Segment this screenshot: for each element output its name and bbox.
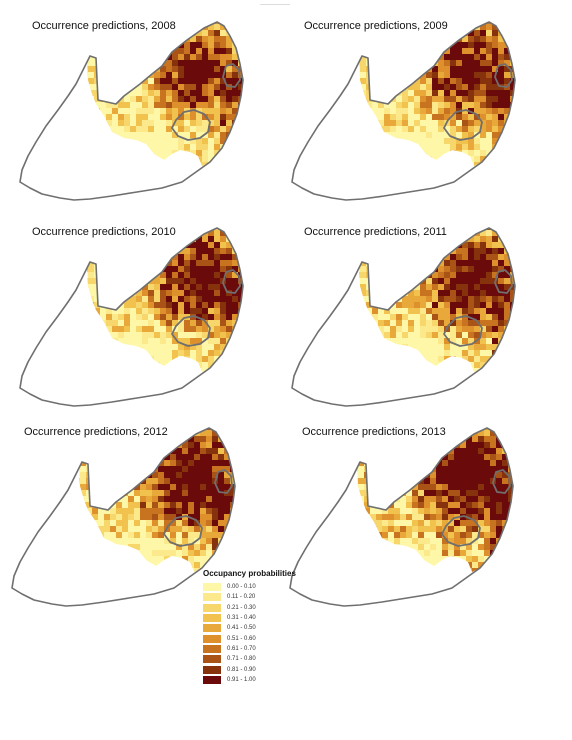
country-outline bbox=[291, 227, 516, 407]
legend-swatch bbox=[203, 675, 221, 684]
legend-item: 0.11 - 0.20 bbox=[203, 592, 343, 602]
legend-label: 0.11 - 0.20 bbox=[227, 594, 256, 601]
legend-swatch bbox=[203, 624, 221, 633]
map-canvas bbox=[291, 227, 516, 407]
eswatini-outline bbox=[214, 469, 233, 494]
map-panel-2010: Occurrence predictions, 2010 bbox=[12, 210, 280, 410]
panel-title: Occurrence predictions, 2008 bbox=[32, 20, 176, 32]
panel-title: Occurrence predictions, 2012 bbox=[24, 426, 168, 438]
eswatini-outline bbox=[222, 63, 241, 88]
panel-title: Occurrence predictions, 2010 bbox=[32, 226, 176, 238]
country-outline bbox=[19, 227, 244, 407]
legend-item: 0.41 - 0.50 bbox=[203, 623, 343, 633]
map-panel-2011: Occurrence predictions, 2011 bbox=[284, 210, 552, 410]
map-panel-2009: Occurrence predictions, 2009 bbox=[284, 4, 552, 204]
legend-swatch bbox=[203, 655, 221, 664]
legend-item: 0.91 - 1.00 bbox=[203, 675, 343, 685]
lesotho-outline bbox=[163, 515, 203, 547]
panel-title: Occurrence predictions, 2009 bbox=[304, 20, 448, 32]
eswatini-outline bbox=[222, 269, 241, 294]
legend-swatch bbox=[203, 583, 221, 592]
legend-swatch bbox=[203, 665, 221, 674]
legend-swatch bbox=[203, 593, 221, 602]
legend-item: 0.81 - 0.90 bbox=[203, 664, 343, 674]
map-panel-2013: Occurrence predictions, 2013 bbox=[282, 410, 550, 610]
panel-title: Occurrence predictions, 2013 bbox=[302, 426, 446, 438]
legend-swatch bbox=[203, 614, 221, 623]
legend-item: 0.61 - 0.70 bbox=[203, 644, 343, 654]
map-panel-2008: Occurrence predictions, 2008 bbox=[12, 4, 280, 204]
legend-item: 0.21 - 0.30 bbox=[203, 603, 343, 613]
country-outline bbox=[19, 21, 244, 201]
legend-label: 0.71 - 0.80 bbox=[227, 656, 256, 663]
legend-label: 0.81 - 0.90 bbox=[227, 666, 256, 673]
country-outline bbox=[289, 427, 514, 607]
country-outline bbox=[291, 21, 516, 201]
lesotho-outline bbox=[171, 315, 211, 347]
lesotho-outline bbox=[441, 515, 481, 547]
legend-item: 0.71 - 0.80 bbox=[203, 654, 343, 664]
legend-item: 0.00 - 0.10 bbox=[203, 582, 343, 592]
legend-title: Occupancy probabilities bbox=[203, 569, 296, 578]
legend-label: 0.91 - 1.00 bbox=[227, 676, 256, 683]
eswatini-outline bbox=[494, 269, 513, 294]
legend-swatch bbox=[203, 603, 221, 612]
lesotho-outline bbox=[171, 109, 211, 141]
legend-swatch bbox=[203, 644, 221, 653]
legend-item: 0.51 - 0.60 bbox=[203, 633, 343, 643]
occupancy-legend: Occupancy probabilities 0.00 - 0.10 0.11 … bbox=[203, 569, 343, 685]
map-canvas bbox=[19, 21, 244, 201]
legend-item: 0.31 - 0.40 bbox=[203, 613, 343, 623]
legend-label: 0.31 - 0.40 bbox=[227, 615, 256, 622]
map-panel-2012: Occurrence predictions, 2012 bbox=[4, 410, 272, 610]
map-canvas bbox=[291, 21, 516, 201]
legend-label: 0.61 - 0.70 bbox=[227, 645, 256, 652]
legend-label: 0.41 - 0.50 bbox=[227, 625, 256, 632]
legend-label: 0.51 - 0.60 bbox=[227, 635, 256, 642]
panel-title: Occurrence predictions, 2011 bbox=[304, 226, 447, 238]
eswatini-outline bbox=[492, 469, 511, 494]
page-header-mark bbox=[260, 0, 290, 5]
lesotho-outline bbox=[443, 109, 483, 141]
eswatini-outline bbox=[494, 63, 513, 88]
country-outline bbox=[11, 427, 236, 607]
map-canvas bbox=[19, 227, 244, 407]
legend-swatch bbox=[203, 634, 221, 643]
legend-label: 0.21 - 0.30 bbox=[227, 604, 256, 611]
map-canvas bbox=[289, 427, 514, 607]
legend-items: 0.00 - 0.10 0.11 - 0.20 0.21 - 0.30 0.31 - … bbox=[203, 582, 343, 685]
map-canvas bbox=[11, 427, 236, 607]
lesotho-outline bbox=[443, 315, 483, 347]
legend-label: 0.00 - 0.10 bbox=[227, 584, 256, 591]
